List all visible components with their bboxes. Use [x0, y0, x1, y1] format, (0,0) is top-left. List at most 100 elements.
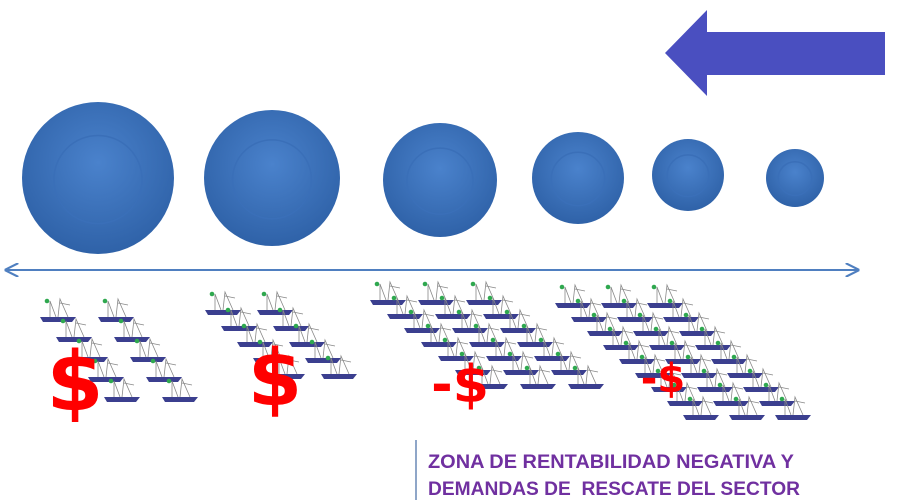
boat-rigging: [738, 395, 760, 416]
boat: [486, 336, 522, 361]
boat-hull: [759, 401, 795, 406]
boat: [633, 311, 669, 336]
boat-rigging: [139, 337, 161, 358]
boat: [667, 381, 703, 406]
boat: [500, 308, 536, 333]
boat-rigging: [676, 381, 698, 402]
boat-hull: [387, 314, 423, 319]
boat-rigging: [492, 294, 514, 315]
boat-hull: [88, 377, 124, 382]
boat-hull: [418, 300, 454, 305]
boat-light: [559, 284, 565, 290]
boat: [603, 325, 639, 350]
boat-rigging: [396, 294, 418, 315]
boat-rigging: [155, 357, 177, 378]
boat-light: [490, 337, 496, 343]
boat-light: [639, 354, 645, 360]
boat: [370, 280, 406, 305]
boat-light: [487, 295, 493, 301]
boat-rigging: [628, 339, 650, 360]
boat-hull: [114, 337, 150, 342]
boat-hull: [520, 384, 556, 389]
boat-hull: [421, 342, 457, 347]
boat-hull: [679, 331, 715, 336]
boat-light: [209, 291, 215, 297]
boat-rigging: [123, 317, 145, 338]
boat-rigging: [722, 381, 744, 402]
boat-rigging: [464, 350, 486, 371]
boat-hull: [697, 387, 733, 392]
boat-hull: [695, 345, 731, 350]
boat-hull: [683, 415, 719, 420]
boat: [711, 339, 747, 364]
boat-light: [671, 382, 677, 388]
boat: [162, 377, 198, 402]
boat-light: [456, 309, 462, 315]
boat-rigging: [610, 283, 632, 304]
boat: [469, 322, 505, 347]
boat-rigging: [413, 308, 435, 329]
boat: [435, 294, 471, 319]
boat-light: [717, 382, 723, 388]
boat-hull: [273, 326, 309, 331]
boat: [517, 322, 553, 347]
boat-hull: [162, 397, 198, 402]
boat-rigging: [314, 338, 336, 359]
boat-rigging: [512, 350, 534, 371]
boat-light: [521, 323, 527, 329]
boat: [679, 311, 715, 336]
boat-light: [731, 354, 737, 360]
boat-light: [699, 326, 705, 332]
boat: [472, 364, 508, 389]
boat-light: [391, 295, 397, 301]
boat: [321, 354, 357, 379]
boat: [727, 353, 763, 378]
boat-rigging: [230, 306, 252, 327]
boat-rigging: [784, 395, 806, 416]
boat: [146, 357, 182, 382]
boat-light: [591, 312, 597, 318]
boat-hull: [587, 331, 623, 336]
boat-light: [442, 337, 448, 343]
boat-hull: [647, 303, 683, 308]
boat-light: [102, 298, 108, 304]
boat-light: [309, 339, 315, 345]
boat-light: [241, 323, 247, 329]
boat-rigging: [674, 339, 696, 360]
boat-light: [476, 365, 482, 371]
boat-rigging: [752, 367, 774, 388]
boat-light: [572, 365, 578, 371]
boat: [571, 297, 607, 322]
boat: [568, 364, 604, 389]
boat-rigging: [447, 336, 469, 357]
boat-rigging: [690, 353, 712, 374]
boat: [421, 322, 457, 347]
boat-light: [715, 340, 721, 346]
boat-rigging: [509, 308, 531, 329]
boat-light: [605, 284, 611, 290]
boat-hull: [486, 356, 522, 361]
boat-hull: [711, 359, 747, 364]
boat-rigging: [495, 336, 517, 357]
boat-rigging: [656, 283, 678, 304]
boat-light: [92, 358, 98, 364]
boat-hull: [534, 356, 570, 361]
boat-light: [261, 291, 267, 297]
boat: [775, 395, 811, 420]
boat-light: [747, 368, 753, 374]
boat-rigging: [113, 377, 135, 398]
circle-inner: [777, 161, 813, 197]
boat-light: [44, 298, 50, 304]
boat: [257, 290, 293, 315]
boat: [404, 308, 440, 333]
circle: [652, 139, 724, 211]
boat: [617, 297, 653, 322]
boat-rigging: [660, 367, 682, 388]
boat-hull: [568, 384, 604, 389]
direction-arrow: [665, 10, 885, 96]
boat: [98, 297, 134, 322]
boat: [683, 395, 719, 420]
boat-light: [507, 351, 513, 357]
boat-light: [277, 307, 283, 313]
boat: [452, 308, 488, 333]
